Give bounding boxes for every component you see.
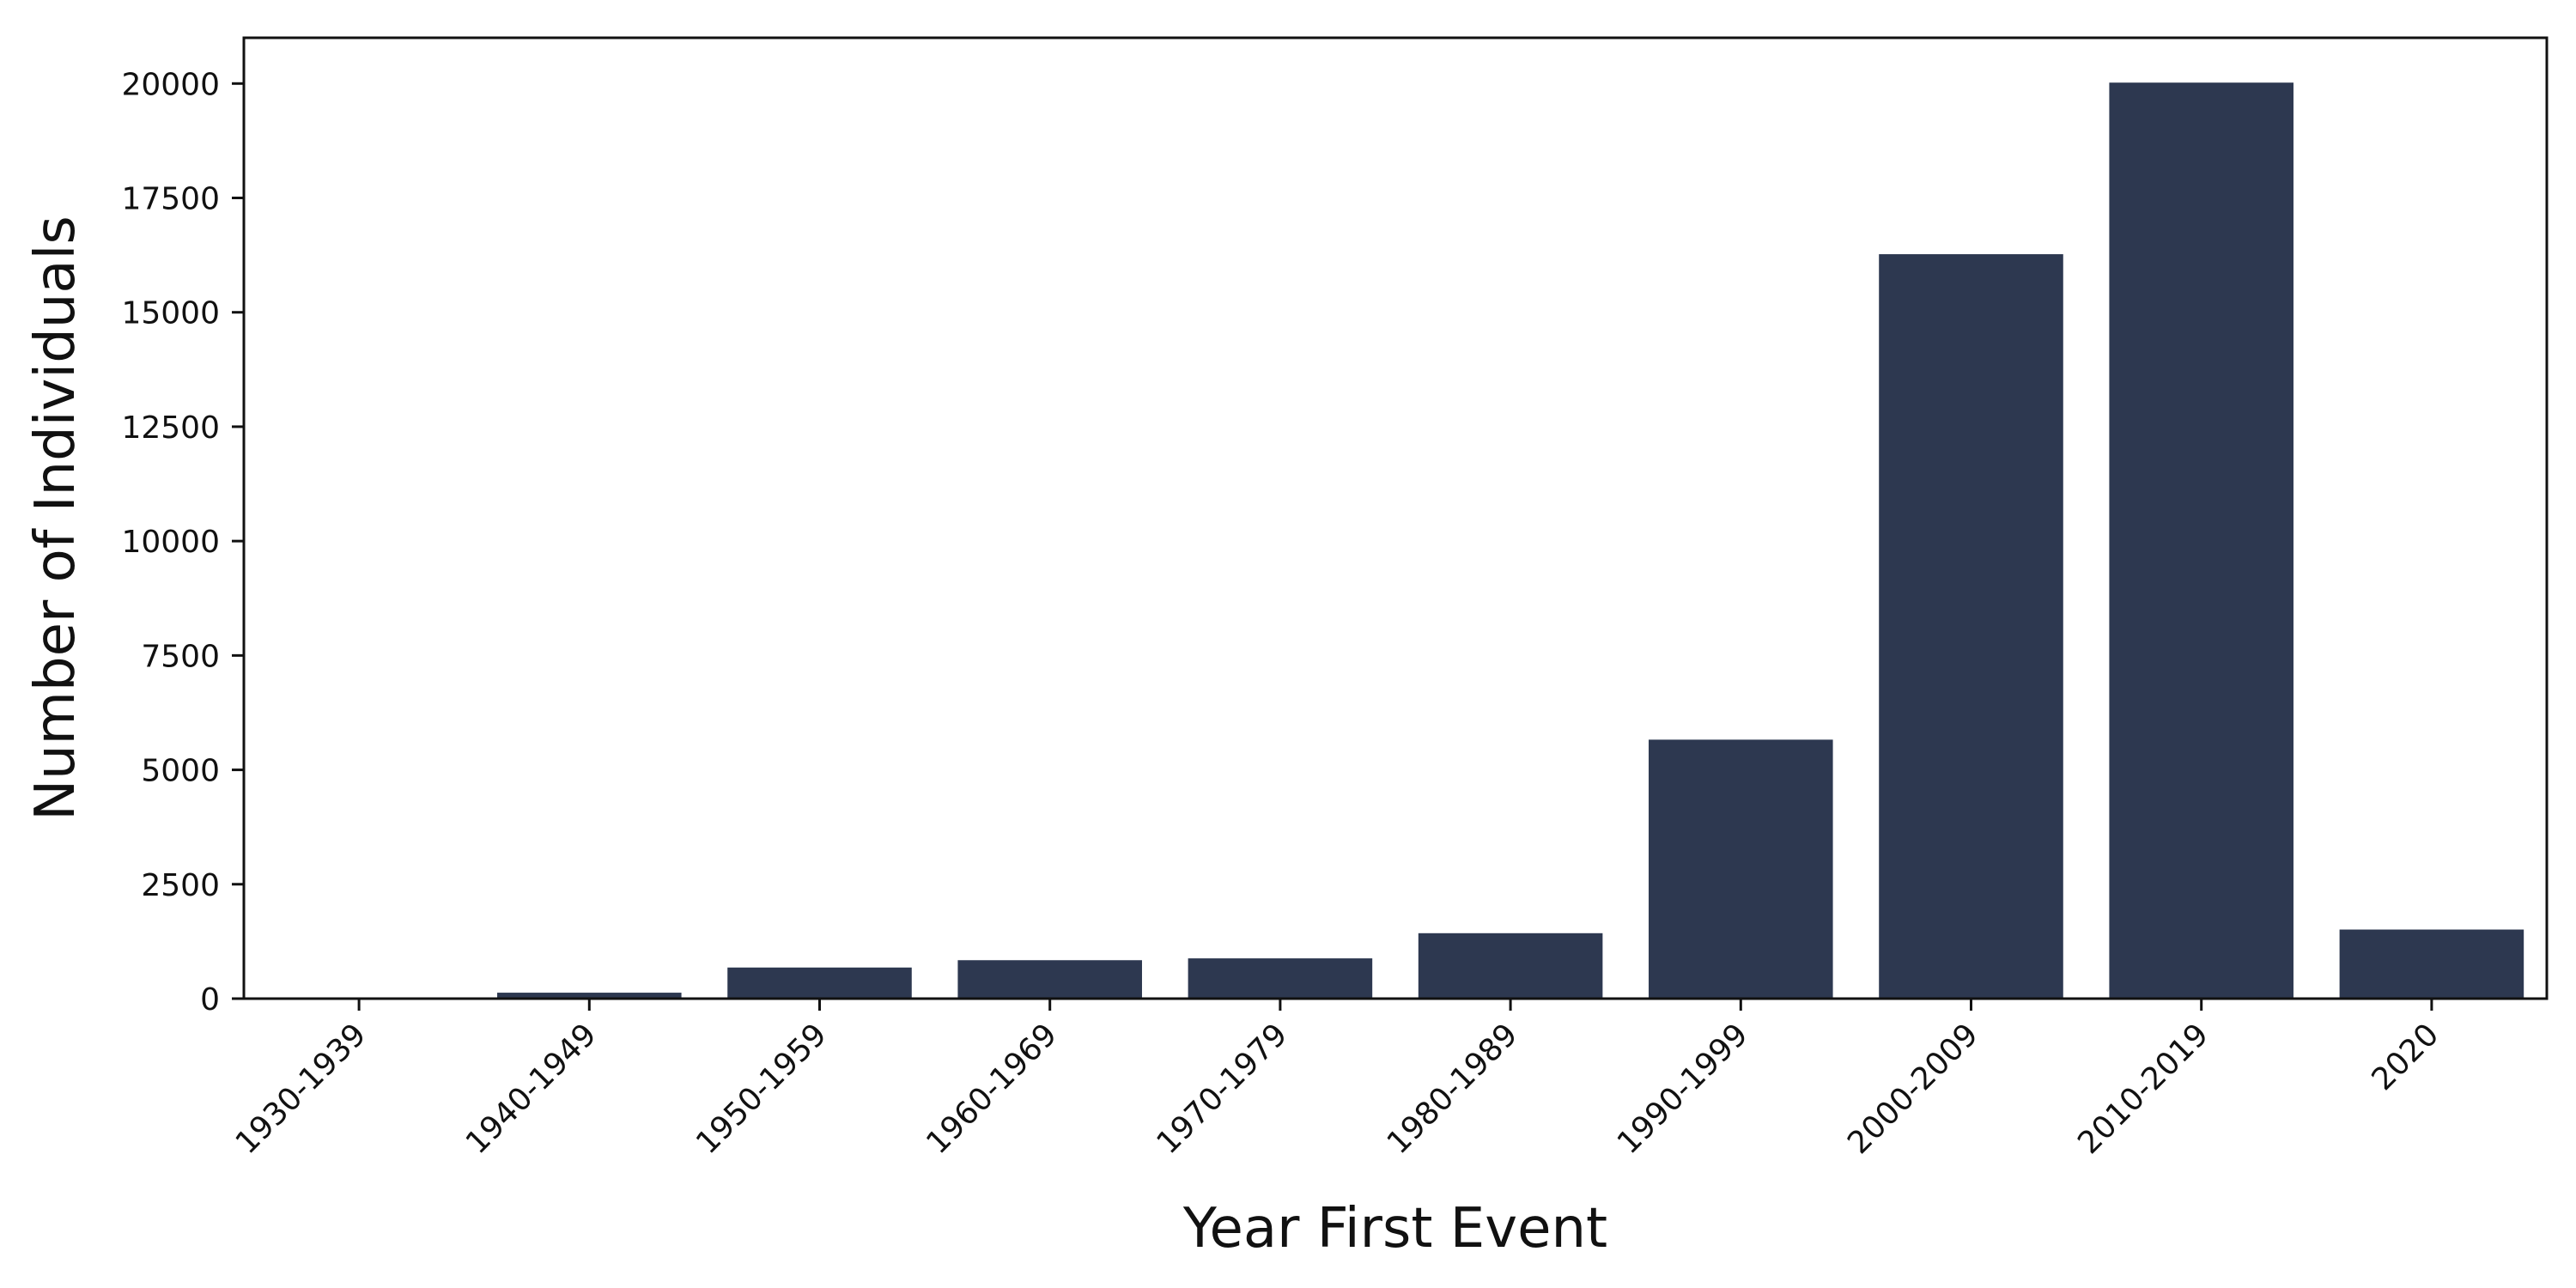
- x-tick-label: 2000-2009: [1841, 1017, 1985, 1161]
- x-tick-label: 1930-1939: [229, 1017, 374, 1161]
- bars-layer: [266, 82, 2524, 999]
- x-tick-label: 1980-1989: [1381, 1017, 1525, 1161]
- x-tick-label: 1970-1979: [1151, 1017, 1295, 1161]
- y-tick-label: 17500: [121, 182, 220, 217]
- bar-1950-1959: [727, 967, 912, 999]
- y-tick-label: 7500: [141, 639, 220, 674]
- bar-2000-2009: [1879, 254, 2063, 999]
- y-tick-label: 20000: [121, 67, 220, 102]
- x-tick-label: 1990-1999: [1611, 1017, 1755, 1161]
- bar-1960-1969: [957, 960, 1142, 999]
- y-tick-label: 10000: [121, 525, 220, 560]
- y-tick-label: 12500: [121, 410, 220, 446]
- y-tick-label: 2500: [141, 868, 220, 903]
- bar-2010-2019: [2109, 82, 2293, 999]
- bar-1990-1999: [1649, 739, 1833, 999]
- bar-1970-1979: [1188, 958, 1373, 999]
- bar-1940-1949: [497, 993, 682, 999]
- x-tick-label: 2020: [2365, 1017, 2445, 1097]
- y-tick-label: 5000: [141, 754, 220, 789]
- x-tick-label: 1940-1949: [459, 1017, 604, 1161]
- bar-2020: [2339, 929, 2524, 999]
- y-tick-label: 0: [200, 982, 220, 1018]
- x-tick-label: 1960-1969: [920, 1017, 1064, 1161]
- plot-frame: [242, 36, 2549, 1000]
- y-tick-label: 15000: [121, 296, 220, 331]
- x-tick-label: 2010-2019: [2071, 1017, 2215, 1161]
- x-axis-title: Year First Event: [1182, 1197, 1607, 1261]
- bar-1980-1989: [1418, 933, 1603, 999]
- x-tick-label: 1950-1959: [690, 1017, 834, 1161]
- axes-layer: [242, 36, 2549, 1000]
- y-axis-title: Number of Individuals: [24, 216, 88, 821]
